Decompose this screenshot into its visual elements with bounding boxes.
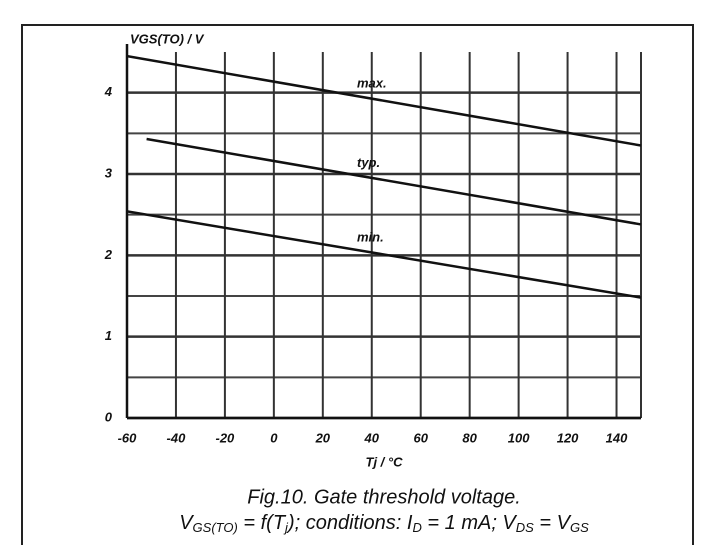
x-tick-label: -40	[167, 430, 187, 445]
x-tick-label: 140	[606, 430, 628, 445]
caption-text: ); conditions: I	[286, 512, 413, 534]
x-tick-label: -20	[216, 430, 236, 445]
x-tick-label: 0	[270, 430, 278, 445]
x-tick-label: 20	[315, 430, 331, 445]
caption-subscript: GS(TO)	[193, 520, 238, 535]
caption-line-1: Fig.10. Gate threshold voltage.	[247, 486, 521, 508]
caption-text: = f(T	[238, 512, 287, 534]
y-tick-label: 2	[104, 247, 113, 262]
caption-subscript: j	[283, 520, 289, 535]
x-tick-label: 100	[508, 430, 530, 445]
caption-line-2: VGS(TO) = f(Tj); conditions: ID = 1 mA; …	[179, 512, 589, 535]
series-label: typ.	[357, 155, 380, 170]
series-label: min.	[357, 229, 384, 244]
caption-text: = 1 mA; V	[422, 512, 518, 534]
caption-subscript: GS	[570, 520, 589, 535]
x-axis-label: Tj / °C	[366, 454, 404, 469]
x-tick-label: 120	[557, 430, 579, 445]
x-tick-label: 80	[462, 430, 477, 445]
y-tick-label: 4	[104, 84, 113, 99]
series-line	[146, 137, 642, 226]
series-line	[126, 210, 642, 299]
caption-subscript: DS	[516, 520, 534, 535]
y-tick-label: 3	[105, 165, 113, 180]
y-axis-label: VGS(TO) / V	[130, 31, 205, 46]
frame	[21, 24, 694, 545]
caption-text: V	[179, 512, 194, 534]
series-label: max.	[357, 76, 387, 91]
y-tick-label: 0	[105, 409, 113, 424]
x-tick-label: 60	[413, 430, 428, 445]
series-line	[126, 54, 642, 147]
caption-text: = V	[534, 512, 572, 534]
x-tick-label: -60	[118, 430, 138, 445]
x-tick-label: 40	[364, 430, 380, 445]
y-tick-label: 1	[105, 328, 112, 343]
caption-subscript: D	[412, 520, 421, 535]
